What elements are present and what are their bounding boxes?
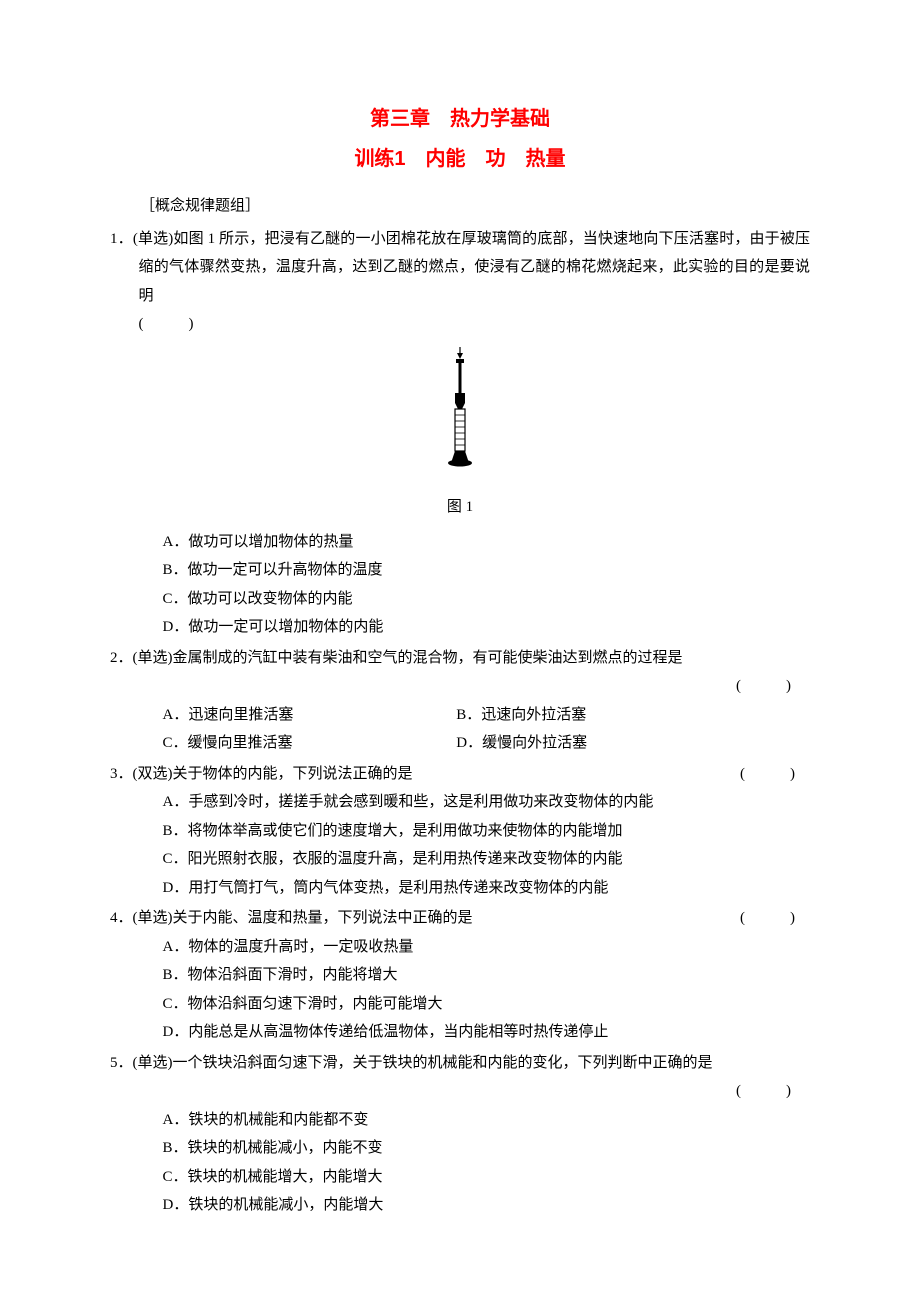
q4-answer-blank: ( ) [740,904,810,933]
q3-answer-blank: ( ) [740,760,810,789]
question-2: 2．(单选)金属制成的汽缸中装有柴油和空气的混合物，有可能使柴油达到燃点的过程是… [110,644,810,758]
q3-option-d: D．用打气筒打气，筒内气体变热，是利用热传递来改变物体的内能 [110,874,810,903]
q5-option-b: B．铁块的机械能减小，内能不变 [110,1134,810,1163]
q2-answer-blank: ( ) [110,672,810,701]
figure-1-caption: 图 1 [110,493,810,522]
q4-option-a: A．物体的温度升高时，一定吸收热量 [110,933,810,962]
q3-option-b: B．将物体举高或使它们的速度增大，是利用做功来使物体的内能增加 [110,817,810,846]
q2-option-d: D．缓慢向外拉活塞 [456,729,587,758]
chapter-title: 第三章 热力学基础 [110,100,810,138]
question-1: 1．(单选)如图 1 所示，把浸有乙醚的一小团棉花放在厚玻璃筒的底部，当快速地向… [110,225,810,642]
q5-option-a: A．铁块的机械能和内能都不变 [110,1106,810,1135]
training-title: 训练1 内能 功 热量 [110,140,810,178]
q4-option-b: B．物体沿斜面下滑时，内能将增大 [110,961,810,990]
q1-answer-blank: ( ) [110,310,810,339]
q5-option-d: D．铁块的机械能减小，内能增大 [110,1191,810,1220]
q5-stem: 5．(单选)一个铁块沿斜面匀速下滑，关于铁块的机械能和内能的变化，下列判断中正确… [110,1049,810,1078]
q3-option-c: C．阳光照射衣服，衣服的温度升高，是利用热传递来改变物体的内能 [110,845,810,874]
q1-option-b: B．做功一定可以升高物体的温度 [110,556,810,585]
q2-option-c: C．缓慢向里推活塞 [163,729,453,758]
q1-stem: 1．(单选)如图 1 所示，把浸有乙醚的一小团棉花放在厚玻璃筒的底部，当快速地向… [110,225,810,311]
q4-option-d: D．内能总是从高温物体传递给低温物体，当内能相等时热传递停止 [110,1018,810,1047]
q1-option-d: D．做功一定可以增加物体的内能 [110,613,810,642]
question-5: 5．(单选)一个铁块沿斜面匀速下滑，关于铁块的机械能和内能的变化，下列判断中正确… [110,1049,810,1220]
q3-stem: 3．(双选)关于物体的内能，下列说法正确的是 [110,760,413,789]
q2-options-row2: C．缓慢向里推活塞 D．缓慢向外拉活塞 [110,729,810,758]
q1-option-c: C．做功可以改变物体的内能 [110,585,810,614]
question-4: 4．(单选)关于内能、温度和热量，下列说法中正确的是 ( ) A．物体的温度升高… [110,904,810,1047]
q2-options-row1: A．迅速向里推活塞 B．迅速向外拉活塞 [110,701,810,730]
q4-stem: 4．(单选)关于内能、温度和热量，下列说法中正确的是 [110,904,473,933]
q1-option-a: A．做功可以增加物体的热量 [110,528,810,557]
q2-option-a: A．迅速向里推活塞 [163,701,453,730]
q3-option-a: A．手感到冷时，搓搓手就会感到暖和些，这是利用做功来改变物体的内能 [110,788,810,817]
question-3: 3．(双选)关于物体的内能，下列说法正确的是 ( ) A．手感到冷时，搓搓手就会… [110,760,810,903]
q2-stem: 2．(单选)金属制成的汽缸中装有柴油和空气的混合物，有可能使柴油达到燃点的过程是 [110,644,810,673]
q2-option-b: B．迅速向外拉活塞 [456,701,586,730]
section-label: ［概念规律题组］ [110,192,810,221]
q4-option-c: C．物体沿斜面匀速下滑时，内能可能增大 [110,990,810,1019]
figure-1 [110,347,810,492]
apparatus-icon [438,347,482,481]
q5-option-c: C．铁块的机械能增大，内能增大 [110,1163,810,1192]
q5-answer-blank: ( ) [110,1077,810,1106]
